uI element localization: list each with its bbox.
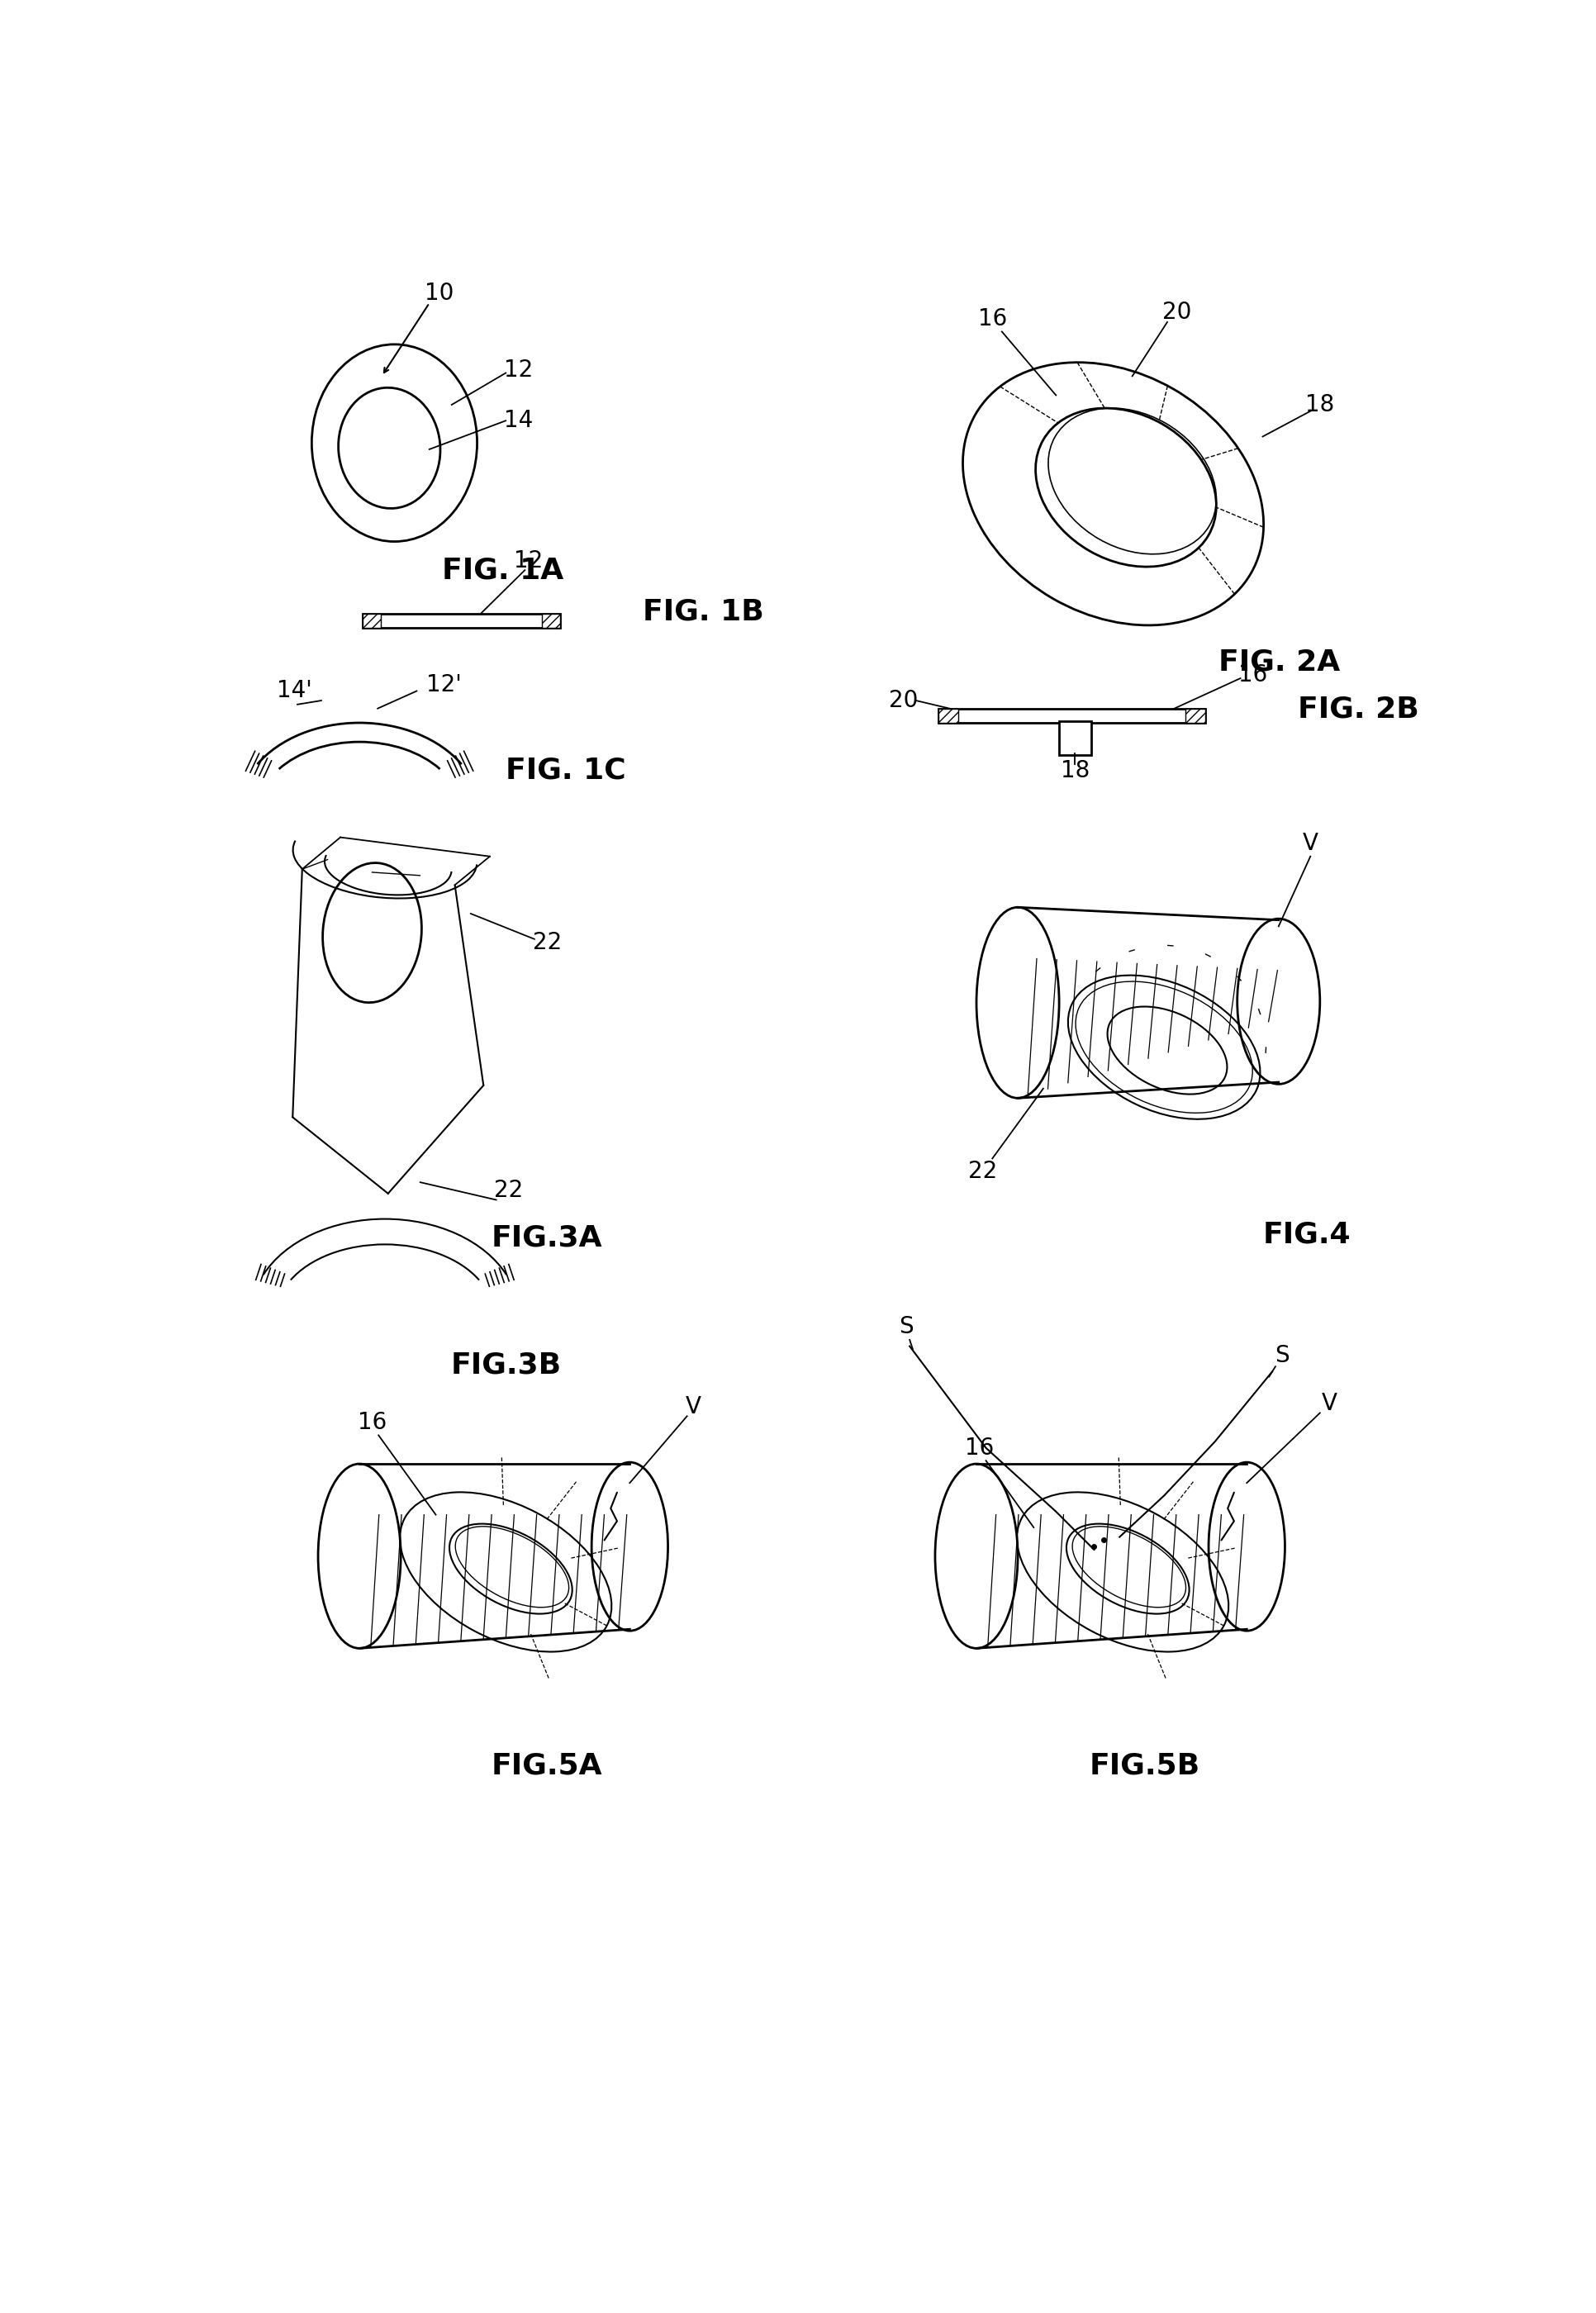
Bar [362, 613, 560, 629]
Text: 20: 20 [889, 689, 918, 712]
Bar [1058, 722, 1090, 754]
Text: FIG.5B: FIG.5B [1088, 1751, 1200, 1781]
Text: FIG.5A: FIG.5A [492, 1751, 602, 1781]
Text: 22: 22 [967, 1159, 998, 1182]
Text: FIG.3B: FIG.3B [450, 1351, 560, 1379]
Text: V: V [1302, 833, 1318, 856]
Text: 18: 18 [1304, 393, 1334, 416]
Text: FIG.4: FIG.4 [1262, 1221, 1350, 1249]
Text: FIG. 1A: FIG. 1A [442, 555, 563, 585]
Text: 18: 18 [1060, 759, 1088, 782]
Text: 12: 12 [514, 548, 543, 571]
Text: FIG. 2B: FIG. 2B [1298, 694, 1419, 724]
Bar [938, 708, 1205, 722]
Text: 14': 14' [276, 680, 311, 703]
Text: 14: 14 [504, 409, 533, 433]
Text: 10: 10 [425, 282, 453, 305]
Text: FIG.3A: FIG.3A [492, 1224, 602, 1251]
Text: 16: 16 [358, 1411, 386, 1434]
Text: FIG. 1B: FIG. 1B [642, 597, 763, 625]
Bar [541, 613, 560, 629]
Text: 16: 16 [964, 1436, 994, 1460]
Text: FIG. 2A: FIG. 2A [1218, 648, 1339, 675]
Text: S: S [899, 1316, 913, 1339]
Text: V: V [1321, 1392, 1336, 1416]
Text: 16: 16 [1238, 664, 1267, 687]
Text: S: S [1274, 1344, 1288, 1367]
Text: 12: 12 [504, 359, 533, 382]
Text: FIG. 1C: FIG. 1C [506, 756, 626, 784]
Bar [362, 613, 380, 629]
Text: 22: 22 [531, 930, 562, 953]
Text: 12': 12' [426, 673, 461, 696]
Text: 16: 16 [977, 308, 1007, 331]
Text: V: V [685, 1395, 701, 1418]
Bar [938, 708, 958, 722]
Text: 22: 22 [495, 1180, 523, 1203]
Text: 20: 20 [1162, 301, 1191, 324]
Bar [1184, 708, 1205, 722]
